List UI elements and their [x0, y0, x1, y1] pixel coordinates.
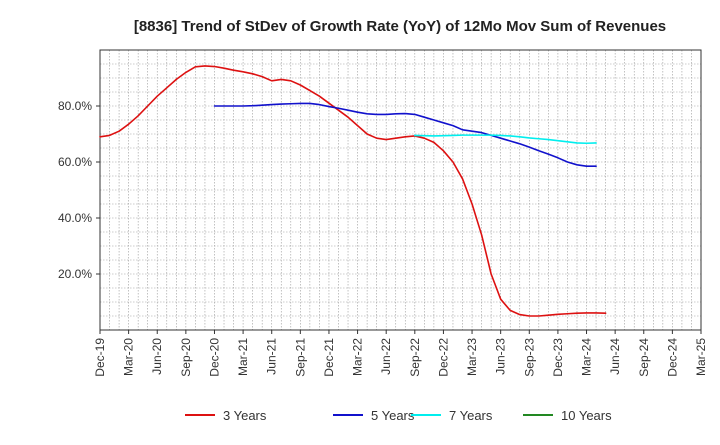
x-tick-label: Mar-25 — [694, 338, 708, 376]
x-tick-label: Sep-20 — [179, 338, 193, 377]
y-tick-label: 40.0% — [58, 211, 92, 225]
y-tick-label: 80.0% — [58, 99, 92, 113]
x-tick-label: Dec-21 — [322, 338, 336, 377]
legend-label: 5 Years — [371, 408, 415, 423]
x-tick-label: Dec-23 — [551, 338, 565, 377]
series-line-5-years — [213, 102, 597, 167]
x-tick-label: Mar-22 — [351, 338, 365, 376]
series-line-3-years — [99, 65, 607, 317]
series-group — [99, 65, 607, 317]
x-tick-label: Dec-20 — [207, 338, 221, 377]
series-line-7-years — [414, 134, 597, 145]
x-tick-label: Sep-23 — [522, 338, 536, 377]
x-tick-label: Mar-20 — [122, 338, 136, 376]
chart-title: [8836] Trend of StDev of Growth Rate (Yo… — [134, 18, 666, 35]
x-tick-label: Mar-24 — [580, 338, 594, 376]
y-tick-label: 20.0% — [58, 267, 92, 281]
x-tick-label: Jun-23 — [494, 338, 508, 375]
x-tick-label: Jun-21 — [265, 338, 279, 375]
y-axis: 20.0% 40.0% 60.0% 80.0% — [58, 99, 100, 281]
y-tick-label: 60.0% — [58, 155, 92, 169]
plot-area — [99, 49, 702, 331]
grid — [100, 50, 701, 330]
legend-label: 3 Years — [223, 408, 267, 423]
x-tick-label: Sep-22 — [408, 338, 422, 377]
legend-label: 10 Years — [561, 408, 612, 423]
x-tick-label: Mar-23 — [465, 338, 479, 376]
x-tick-label: Jun-22 — [379, 338, 393, 375]
x-tick-label: Sep-24 — [637, 338, 651, 377]
x-tick-label: Jun-20 — [150, 338, 164, 375]
x-tick-label: Jun-24 — [608, 338, 622, 375]
x-tick-label: Dec-19 — [93, 338, 107, 377]
x-tick-label: Mar-21 — [236, 338, 250, 376]
legend-label: 7 Years — [449, 408, 493, 423]
x-axis: Dec-19 Mar-20 Jun-20 Sep-20 Dec-20 Mar-21 Jun-… — [93, 330, 708, 377]
x-tick-label: Sep-21 — [293, 338, 307, 377]
legend: 3 Years 5 Years 7 Years 10 Years — [185, 408, 612, 423]
x-tick-label: Dec-24 — [665, 338, 679, 377]
x-tick-label: Dec-22 — [436, 338, 450, 377]
